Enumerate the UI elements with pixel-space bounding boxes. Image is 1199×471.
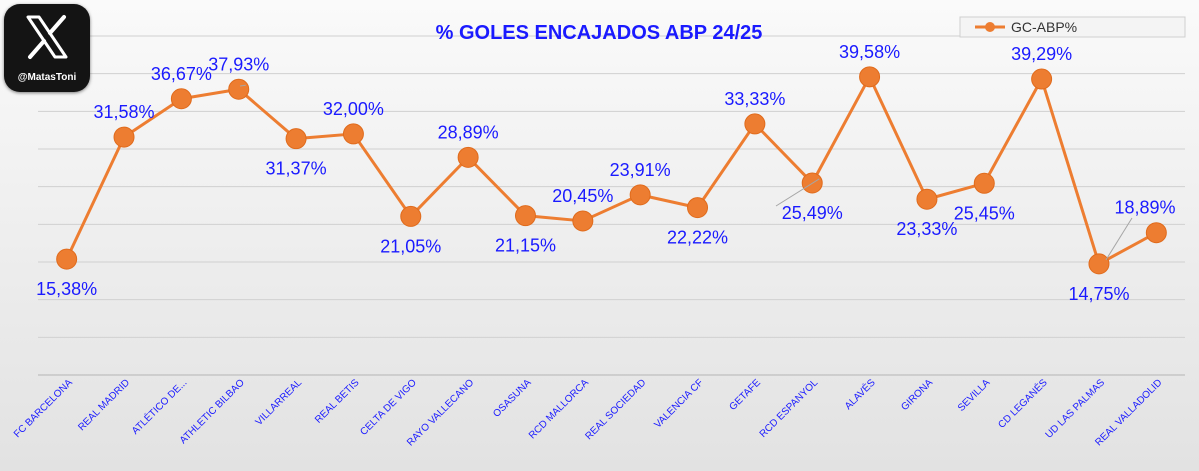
data-point bbox=[285, 128, 307, 150]
data-label: 33,33% bbox=[724, 89, 785, 109]
data-point bbox=[916, 188, 938, 210]
label-leader-line bbox=[1105, 217, 1133, 261]
label-leader-line bbox=[239, 84, 246, 87]
data-point bbox=[514, 205, 536, 227]
data-point bbox=[170, 88, 192, 110]
x-tick-label: SEVILLA bbox=[956, 377, 993, 414]
x-tick-label: FC BARCELONA bbox=[12, 377, 75, 440]
x-tick-label: GETAFE bbox=[727, 377, 763, 413]
legend-marker bbox=[985, 22, 995, 32]
data-point bbox=[1145, 222, 1167, 244]
data-label: 31,58% bbox=[93, 102, 154, 122]
x-tick-label: VILLARREAL bbox=[254, 377, 305, 428]
data-point bbox=[744, 113, 766, 135]
x-tick-label: OSASUNA bbox=[491, 377, 534, 420]
x-tick-label: REAL MADRID bbox=[76, 377, 132, 433]
data-label: 23,33% bbox=[896, 219, 957, 239]
label-leader-line bbox=[775, 178, 820, 207]
data-point bbox=[113, 126, 135, 148]
data-point bbox=[457, 146, 479, 168]
data-label: 31,37% bbox=[266, 159, 327, 179]
data-point bbox=[629, 184, 651, 206]
data-label: 25,45% bbox=[954, 203, 1015, 223]
data-label: 39,58% bbox=[839, 42, 900, 62]
legend-label: GC-ABP% bbox=[1011, 19, 1077, 35]
x-tick-label: RCD MALLORCA bbox=[527, 377, 591, 441]
x-logo-icon bbox=[26, 15, 68, 59]
x-tick-label: ALAVÉS bbox=[842, 376, 878, 412]
data-point bbox=[1088, 253, 1110, 275]
data-point bbox=[572, 210, 594, 232]
data-label: 21,15% bbox=[495, 236, 556, 256]
data-label: 18,89% bbox=[1114, 198, 1175, 218]
data-point bbox=[859, 66, 881, 88]
data-label: 36,67% bbox=[151, 64, 212, 84]
data-label: 20,45% bbox=[552, 186, 613, 206]
data-point bbox=[228, 78, 250, 100]
data-label: 14,75% bbox=[1068, 284, 1129, 304]
x-tick-label: GIRONA bbox=[899, 377, 935, 413]
data-point bbox=[973, 172, 995, 194]
data-label: 15,38% bbox=[36, 279, 97, 299]
data-label: 22,22% bbox=[667, 228, 728, 248]
x-tick-label: REAL BETIS bbox=[313, 377, 362, 426]
x-tick-label: CD LEGANÉS bbox=[995, 376, 1050, 431]
data-point bbox=[56, 248, 78, 270]
data-label: 32,00% bbox=[323, 99, 384, 119]
x-tick-label: ATLÉTICO DE... bbox=[129, 376, 190, 437]
data-label: 39,29% bbox=[1011, 44, 1072, 64]
watermark-handle: @MatasToni bbox=[17, 72, 77, 83]
data-point bbox=[400, 205, 422, 227]
data-label: 37,93% bbox=[208, 54, 269, 74]
data-point bbox=[687, 197, 709, 219]
x-tick-label: REAL SOCIEDAD bbox=[583, 377, 648, 442]
data-label: 23,91% bbox=[610, 160, 671, 180]
x-tick-label: UD LAS PALMAS bbox=[1044, 377, 1108, 441]
data-label: 21,05% bbox=[380, 236, 441, 256]
data-label: 25,49% bbox=[782, 203, 843, 223]
legend-box bbox=[959, 16, 1186, 38]
data-point bbox=[1031, 68, 1053, 90]
x-tick-label: RCD ESPANYOL bbox=[758, 377, 821, 440]
data-point bbox=[342, 123, 364, 145]
x-tick-label: CELTA DE VIGO bbox=[358, 377, 419, 438]
x-tick-label: ATHLETIC BILBAO bbox=[178, 377, 247, 446]
chart-title: % GOLES ENCAJADOS ABP 24/25 bbox=[436, 22, 763, 44]
data-label: 28,89% bbox=[438, 122, 499, 142]
watermark-logo: @MatasToni bbox=[4, 4, 90, 92]
x-tick-label: VALENCIA CF bbox=[652, 377, 705, 430]
